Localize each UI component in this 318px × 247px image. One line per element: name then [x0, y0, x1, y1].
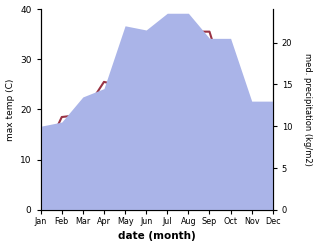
X-axis label: date (month): date (month) [118, 231, 196, 242]
Y-axis label: med. precipitation (kg/m2): med. precipitation (kg/m2) [303, 53, 313, 166]
Y-axis label: max temp (C): max temp (C) [5, 78, 15, 141]
